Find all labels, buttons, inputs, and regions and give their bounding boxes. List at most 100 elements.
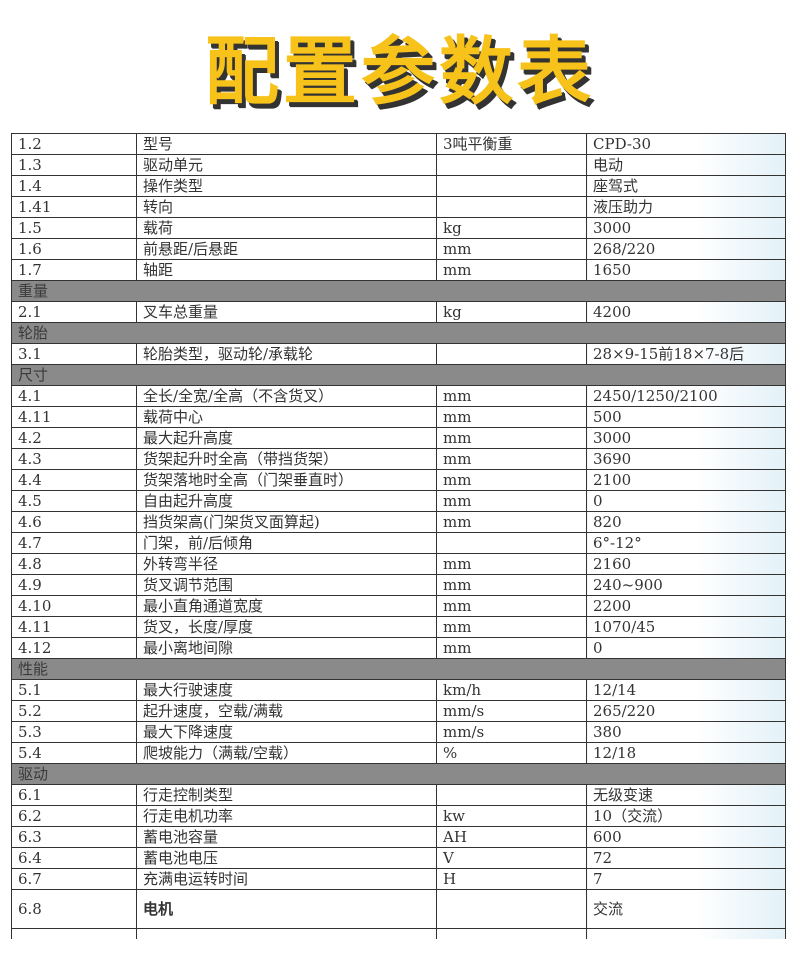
- item-value: 2200: [586, 595, 786, 617]
- item-value: 3000: [586, 217, 786, 239]
- item-value: 72: [586, 847, 786, 869]
- item-value: 交流: [586, 889, 786, 929]
- item-unit: [436, 175, 587, 197]
- item-unit: 3吨平衡重: [436, 133, 587, 155]
- item-unit: mm: [436, 490, 587, 512]
- item-number: 4.3: [11, 448, 137, 470]
- table-row: 6.2 行走电机功率 kw 10（交流）: [11, 805, 786, 827]
- item-name: 自由起升高度: [136, 490, 437, 512]
- table-row: 4.12 最小离地间隙 mm 0: [11, 637, 786, 659]
- item-value: 3690: [586, 448, 786, 470]
- item-name: 行走控制类型: [136, 784, 437, 806]
- item-value: 7: [586, 868, 786, 890]
- item-unit: mm: [436, 574, 587, 596]
- table-row: 5.3 最大下降速度 mm/s 380: [11, 721, 786, 743]
- item-number: 4.5: [11, 490, 137, 512]
- table-row-partial: [11, 928, 786, 939]
- item-number: 5.4: [11, 742, 137, 764]
- empty-cell: [436, 928, 587, 939]
- item-number: 2.1: [11, 301, 137, 323]
- table-row: 1.3 驱动单元 电动: [11, 154, 786, 176]
- item-value: 820: [586, 511, 786, 533]
- item-name: 行走电机功率: [136, 805, 437, 827]
- item-name: 操作类型: [136, 175, 437, 197]
- item-unit: mm: [436, 448, 587, 470]
- item-value: 0: [586, 490, 786, 512]
- section-header-row: 性能: [11, 658, 786, 680]
- item-number: 6.1: [11, 784, 137, 806]
- item-name: 轴距: [136, 259, 437, 281]
- item-unit: [436, 532, 587, 554]
- item-unit: mm: [436, 616, 587, 638]
- table-row: 4.11 载荷中心 mm 500: [11, 406, 786, 428]
- section-header-row: 驱动: [11, 763, 786, 785]
- item-name: 蓄电池容量: [136, 826, 437, 848]
- table-row: 5.4 爬坡能力（满载/空载）% 12/18: [11, 742, 786, 764]
- item-name: 挡货架高(门架货叉面算起): [136, 511, 437, 533]
- item-unit: [436, 784, 587, 806]
- item-number: 6.8: [11, 889, 137, 929]
- item-number: 4.1: [11, 385, 137, 407]
- item-number: 6.4: [11, 847, 137, 869]
- item-number: 4.8: [11, 553, 137, 575]
- item-value: 液压助力: [586, 196, 786, 218]
- section-title: 尺寸: [11, 364, 786, 386]
- item-number: 5.1: [11, 679, 137, 701]
- item-unit: mm: [436, 595, 587, 617]
- section-title: 驱动: [11, 763, 786, 785]
- item-unit: mm/s: [436, 700, 587, 722]
- item-number: 3.1: [11, 343, 137, 365]
- item-value: CPD-30: [586, 133, 786, 155]
- item-name: 最大下降速度: [136, 721, 437, 743]
- item-number: 1.3: [11, 154, 137, 176]
- table-row: 6.1 行走控制类型 无级变速: [11, 784, 786, 806]
- item-value: 电动: [586, 154, 786, 176]
- item-unit: mm: [436, 427, 587, 449]
- item-name: 货叉，长度/厚度: [136, 616, 437, 638]
- item-unit: [436, 154, 587, 176]
- item-unit: mm: [436, 385, 587, 407]
- item-name: 全长/全宽/全高（不含货叉）: [136, 385, 437, 407]
- item-unit: AH: [436, 826, 587, 848]
- item-number: 4.10: [11, 595, 137, 617]
- item-value: 2450/1250/2100: [586, 385, 786, 407]
- item-name: 货架起升时全高（带挡货架）: [136, 448, 437, 470]
- item-value: 600: [586, 826, 786, 848]
- item-value: 28×9-15前18×7-8后: [586, 343, 786, 365]
- item-number: 1.41: [11, 196, 137, 218]
- item-unit: mm: [436, 553, 587, 575]
- table-row: 1.2 型号 3吨平衡重 CPD-30: [11, 133, 786, 155]
- table-row: 4.1 全长/全宽/全高（不含货叉） mm 2450/1250/2100: [11, 385, 786, 407]
- table-row: 1.41 转向 液压助力: [11, 196, 786, 218]
- item-unit: mm: [436, 637, 587, 659]
- item-name: 起升速度，空载/满载: [136, 700, 437, 722]
- item-unit: kg: [436, 301, 587, 323]
- item-unit: H: [436, 868, 587, 890]
- item-unit: kg: [436, 217, 587, 239]
- item-name: 叉车总重量: [136, 301, 437, 323]
- empty-cell: [11, 928, 137, 939]
- item-name: 充满电运转时间: [136, 868, 437, 890]
- item-number: 5.3: [11, 721, 137, 743]
- empty-cell: [136, 928, 437, 939]
- table-row: 6.8 电机 交流: [11, 889, 786, 929]
- item-value: 无级变速: [586, 784, 786, 806]
- item-unit: mm/s: [436, 721, 587, 743]
- item-number: 6.2: [11, 805, 137, 827]
- table-row: 4.7 门架，前/后倾角 6°-12°: [11, 532, 786, 554]
- section-title: 轮胎: [11, 322, 786, 344]
- item-name: 型号: [136, 133, 437, 155]
- table-row: 4.9 货叉调节范围 mm 240~900: [11, 574, 786, 596]
- table-row: 6.3 蓄电池容量 AH 600: [11, 826, 786, 848]
- item-unit: kw: [436, 805, 587, 827]
- item-value: 268/220: [586, 238, 786, 260]
- item-number: 4.7: [11, 532, 137, 554]
- item-number: 1.2: [11, 133, 137, 155]
- table-row: 4.6 挡货架高(门架货叉面算起) mm 820: [11, 511, 786, 533]
- table-row: 4.2 最大起升高度 mm 3000: [11, 427, 786, 449]
- item-number: 1.6: [11, 238, 137, 260]
- item-name: 载荷中心: [136, 406, 437, 428]
- item-value: 座驾式: [586, 175, 786, 197]
- spec-table: 1.2 型号 3吨平衡重 CPD-30 1.3 驱动单元 电动 1.4 操作类型 座驾式 1.41 转…: [11, 133, 786, 939]
- item-unit: [436, 889, 587, 929]
